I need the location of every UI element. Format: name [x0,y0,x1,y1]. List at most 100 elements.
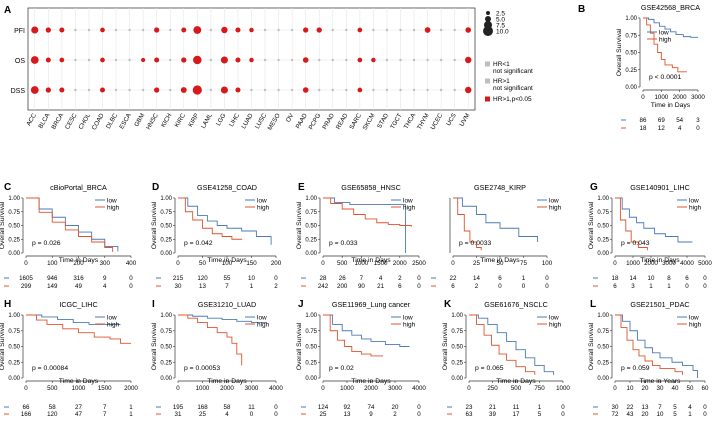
bubble-nonsig [277,28,280,32]
y-tick-label: 0.50 [160,224,172,230]
km-curve-high [615,314,683,375]
chart-title: GSE31210_LUAD [198,300,256,309]
legend-label: high [549,321,562,328]
risk-value: 25 [320,411,327,418]
bubble-nonsig [412,28,416,32]
panel-letter: E [298,182,305,193]
cancer-label: SKCM [362,112,377,131]
risk-value: 28 [320,275,327,282]
bubble-nonsig [74,88,77,92]
panel-letter: K [444,299,452,310]
bubble-sig [100,87,105,93]
cancer-label: THYM [416,112,431,131]
risk-value: 4 [103,283,107,290]
km-curve-high [323,197,412,227]
legend-swatch [485,96,490,102]
bubble-nonsig [74,58,77,62]
chart-title: ICGC_LIHC [59,300,97,309]
cancer-label: UCS [445,112,458,127]
legend-label: high [659,36,672,43]
cancer-label: KIRC [173,112,187,129]
km-panel: H ICGC_LIHC 0 500 1000 1500 2000 0.00 0.25 0.50 0.… [0,299,138,418]
y-tick-label: 0.00 [451,376,463,382]
y-tick-label: 1.00 [305,313,317,319]
bubble-nonsig [114,58,118,62]
risk-value: 20 [392,404,399,411]
bubble-nonsig [318,58,321,62]
x-tick-label: 2000 [393,260,407,267]
cancer-label: LAML [200,112,214,130]
y-tick-label: 0.00 [597,376,609,382]
km-curve-low [323,314,410,347]
x-tick-label: 4000 [269,385,283,392]
x-tick-label: 3000 [245,385,259,392]
cancer-label: COAD [91,112,106,131]
risk-value: 1 [129,411,133,418]
chart-title: cBioPortal_BRCA [50,183,107,192]
bubble-nonsig [412,58,416,62]
risk-value: 1 [129,404,133,411]
legend-label: HR<1 [493,61,510,68]
km-curve-high [615,197,648,251]
y-tick-label: 0.00 [305,251,317,257]
x-tick-label: 60 [702,385,709,392]
chart-title: GSE41258_COAD [197,183,257,192]
x-tick-label: 0 [24,260,28,267]
bubble-sig [302,87,309,93]
legend-label: high [689,321,702,328]
km-curve-low [643,17,698,38]
km-curve-high [178,314,243,366]
bubble-sig [31,26,39,34]
cancer-label: UVM [458,112,471,127]
risk-value: 200 [337,283,348,290]
bubble-nonsig [128,28,131,32]
y-tick-label: 1.00 [451,313,463,319]
bubble-nonsig [277,58,280,62]
x-tick-label: 2500 [412,260,426,267]
y-tick-label: 0.75 [8,329,20,335]
risk-value: 0 [129,283,133,290]
y-tick-label: 1.00 [160,196,172,202]
bubble-sig [30,86,39,94]
x-axis-label: Time in Days [351,378,391,385]
row-label: PFI [14,28,25,35]
row-label: DSS [11,88,26,95]
bubble-nonsig [290,88,294,92]
risk-value: 2 [475,283,479,290]
bubble-sig [357,57,363,63]
risk-value: 7 [360,275,364,282]
risk-value: 1 [522,275,526,282]
chart-title: GSE65858_HNSC [341,183,401,192]
bubble-nonsig [169,28,172,32]
p-value: p = 0.026 [32,240,61,247]
bubble-nonsig [453,58,456,62]
bubble-nonsig [399,58,402,62]
risk-value: 54 [676,117,683,124]
cancer-label: READ [335,112,350,131]
bubble-sig [316,27,322,33]
risk-value: 27 [75,404,82,411]
y-tick-label: 0.25 [160,360,172,366]
x-tick-label: 50 [199,260,206,267]
bubble-sig [465,86,472,94]
bubble-nonsig [128,88,131,92]
risk-value: 55 [224,275,231,282]
x-tick-label: 0 [451,260,455,267]
y-tick-label: 0.50 [160,345,172,351]
chart-title: GSE11969_Lung cancer [332,300,411,309]
x-axis-label: Time in Years [640,378,682,385]
chart-title: GSE21501_PDAC [630,300,689,309]
legend-label: not significant [493,85,533,92]
risk-value: 0 [703,275,707,282]
bubble-nonsig [385,58,389,62]
x-tick-label: 3000 [662,260,676,267]
x-tick-label: 1000 [355,260,369,267]
x-tick-label: 0 [321,260,325,267]
x-tick-label: 750 [534,385,545,392]
bubble-sig [181,57,187,63]
x-tick-label: 100 [542,260,553,267]
risk-value: 0 [417,275,421,282]
